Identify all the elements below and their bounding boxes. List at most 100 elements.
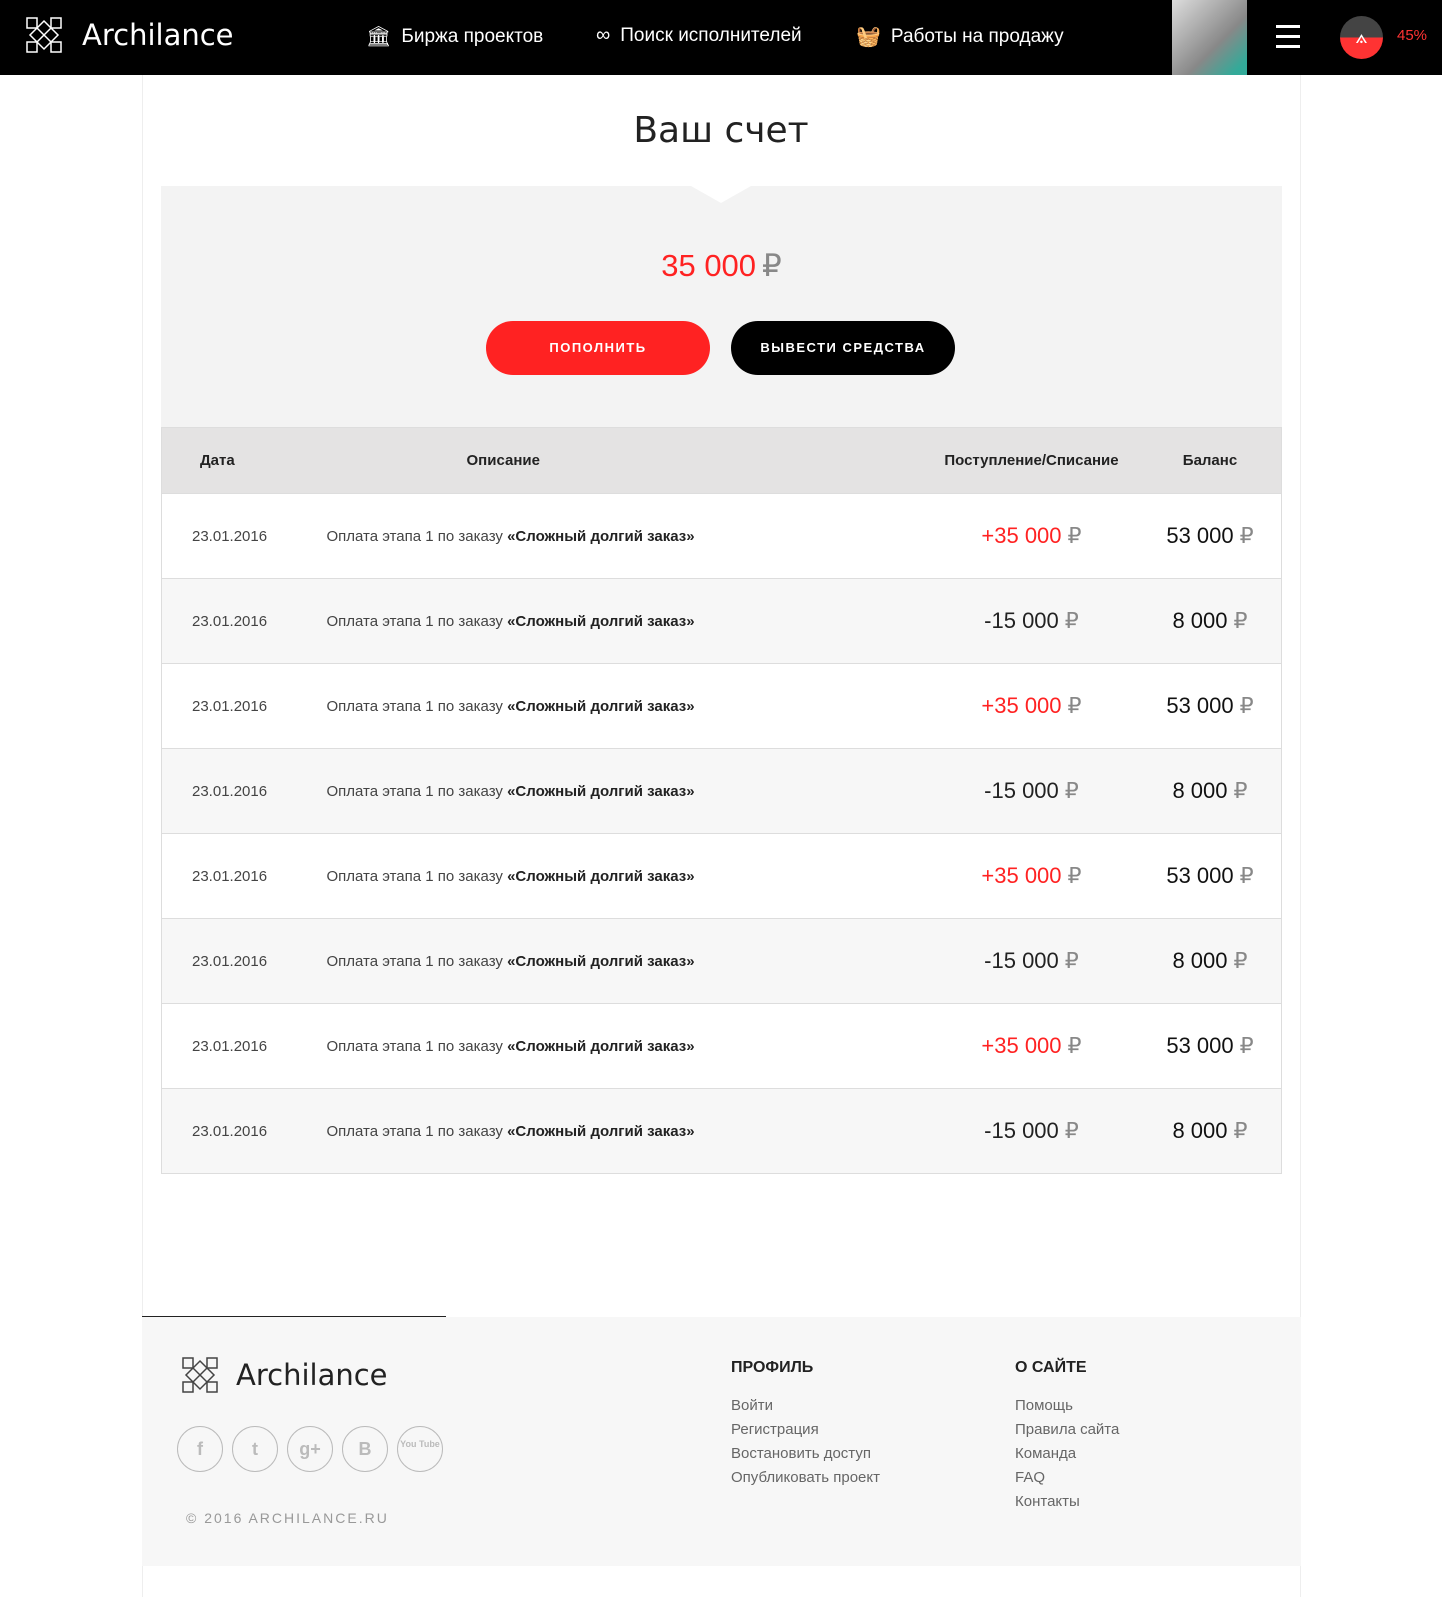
footer-link[interactable]: Команда — [1015, 1445, 1077, 1462]
footer-link[interactable]: Правила сайта — [1015, 1421, 1120, 1438]
footer-link[interactable]: Контакты — [1015, 1493, 1080, 1510]
footer-link[interactable]: Помощь — [1015, 1397, 1073, 1414]
currency: ₽ — [1233, 948, 1248, 973]
footer-link[interactable]: Войти — [731, 1397, 773, 1414]
currency: ₽ — [762, 248, 782, 283]
order-link[interactable]: «Сложный долгий заказ» — [507, 527, 695, 545]
table-row: 23.01.2016 Оплата этапа 1 по заказу «Сло… — [161, 918, 1282, 1004]
facebook-icon[interactable]: f — [177, 1426, 223, 1472]
amount: -15 000 — [984, 778, 1059, 803]
compass-icon[interactable]: ⟑ — [1340, 16, 1383, 59]
order-link[interactable]: «Сложный долгий заказ» — [507, 1037, 695, 1055]
description: Оплата этапа 1 по заказу — [326, 782, 508, 800]
order-link[interactable]: «Сложный долгий заказ» — [507, 782, 695, 800]
currency: ₽ — [1064, 948, 1079, 973]
date-cell: 23.01.2016 — [161, 493, 327, 579]
description-cell: Оплата этапа 1 по заказу «Сложный долгий… — [326, 493, 924, 579]
date-cell: 23.01.2016 — [161, 833, 327, 919]
description-cell: Оплата этапа 1 по заказу «Сложный долгий… — [326, 578, 924, 664]
col-date: Дата — [161, 427, 327, 494]
amount-cell: +35 000 ₽ — [923, 493, 1139, 579]
order-link[interactable]: «Сложный долгий заказ» — [507, 612, 695, 630]
description-cell: Оплата этапа 1 по заказу «Сложный долгий… — [326, 748, 924, 834]
description: Оплата этапа 1 по заказу — [326, 697, 508, 715]
footer-link[interactable]: FAQ — [1015, 1469, 1046, 1486]
avatar[interactable] — [1172, 0, 1247, 75]
balance-cell: 8 000 ₽ — [1138, 578, 1282, 664]
footer-profile: ПРОФИЛЬ Войти Регистрация Востановить досту… — [731, 1359, 880, 1493]
description-cell: Оплата этапа 1 по заказу «Сложный долгий… — [326, 918, 924, 1004]
amount: +35 000 — [981, 863, 1062, 888]
youtube-icon[interactable]: You Tube — [397, 1426, 443, 1472]
currency: ₽ — [1064, 1118, 1079, 1143]
date-cell: 23.01.2016 — [161, 748, 327, 834]
currency: ₽ — [1067, 1033, 1082, 1058]
order-link[interactable]: «Сложный долгий заказ» — [507, 952, 695, 970]
currency: ₽ — [1233, 1118, 1248, 1143]
balance: 53 000 — [1166, 523, 1234, 548]
description: Оплата этапа 1 по заказу — [326, 527, 508, 545]
col-amount: Поступление/Списание — [923, 427, 1139, 494]
amount: -15 000 — [984, 608, 1059, 633]
currency: ₽ — [1233, 608, 1248, 633]
footer: Archilance f t g+ B You Tube © 2016 ARCHILAN… — [142, 1317, 1301, 1566]
footer-heading: О САЙТЕ — [1015, 1359, 1087, 1376]
order-link[interactable]: «Сложный долгий заказ» — [507, 1122, 695, 1140]
description: Оплата этапа 1 по заказу — [326, 952, 508, 970]
amount-cell: -15 000 ₽ — [923, 918, 1139, 1004]
col-balance: Баланс — [1138, 427, 1282, 494]
footer-link[interactable]: Востановить доступ — [731, 1445, 871, 1462]
footer-link[interactable]: Опубликовать проект — [731, 1469, 880, 1486]
currency: ₽ — [1239, 1033, 1254, 1058]
balance-cell: 53 000 ₽ — [1138, 833, 1282, 919]
twitter-icon[interactable]: t — [232, 1426, 278, 1472]
column-icon: 🏛 — [366, 26, 392, 48]
logo[interactable]: Archilance — [26, 17, 234, 53]
topup-button[interactable]: ПОПОЛНИТЬ — [486, 321, 710, 375]
table-row: 23.01.2016 Оплата этапа 1 по заказу «Сло… — [161, 663, 1282, 749]
footer-logo[interactable]: Archilance — [182, 1357, 388, 1393]
amount: +35 000 — [981, 523, 1062, 548]
description-cell: Оплата этапа 1 по заказу «Сложный долгий… — [326, 663, 924, 749]
social-links: f t g+ B You Tube — [177, 1426, 443, 1472]
withdraw-button[interactable]: ВЫВЕСТИ СРЕДСТВА — [731, 321, 955, 375]
menu-icon[interactable] — [1276, 25, 1300, 55]
amount: +35 000 — [981, 1033, 1062, 1058]
nav-performers[interactable]: ∞ Поиск исполнителей — [596, 24, 802, 47]
balance: 8 000 — [1172, 778, 1228, 803]
table-row: 23.01.2016 Оплата этапа 1 по заказу «Сло… — [161, 493, 1282, 579]
nav-label: Биржа проектов — [401, 25, 544, 47]
nav-works-for-sale[interactable]: 🧺 Работы на продажу — [856, 24, 1064, 49]
date-cell: 23.01.2016 — [161, 578, 327, 664]
date-cell: 23.01.2016 — [161, 1003, 327, 1089]
transactions-table: Дата Описание Поступление/Списание Балан… — [161, 427, 1282, 1174]
balance: 53 000 — [1166, 693, 1234, 718]
balance-cell: 53 000 ₽ — [1138, 663, 1282, 749]
description: Оплата этапа 1 по заказу — [326, 867, 508, 885]
order-link[interactable]: «Сложный долгий заказ» — [507, 867, 695, 885]
nav-projects[interactable]: 🏛 Биржа проектов — [366, 24, 543, 49]
amount: -15 000 — [984, 1118, 1059, 1143]
balance-cell: 8 000 ₽ — [1138, 1088, 1282, 1174]
vk-icon[interactable]: B — [342, 1426, 388, 1472]
google-plus-icon[interactable]: g+ — [287, 1426, 333, 1472]
balance-amount: 35 000 ₽ — [161, 248, 1282, 284]
binoculars-icon: ∞ — [596, 24, 611, 46]
balance-panel: 35 000 ₽ ПОПОЛНИТЬ ВЫВЕСТИ СРЕДСТВА — [161, 186, 1282, 427]
top-header: Archilance 🏛 Биржа проектов ∞ Поиск исполн… — [0, 0, 1442, 75]
currency: ₽ — [1067, 693, 1082, 718]
footer-link[interactable]: Регистрация — [731, 1421, 819, 1438]
amount-cell: +35 000 ₽ — [923, 833, 1139, 919]
balance-value: 35 000 — [661, 248, 757, 283]
balance: 8 000 — [1172, 608, 1228, 633]
date-cell: 23.01.2016 — [161, 918, 327, 1004]
table-row: 23.01.2016 Оплата этапа 1 по заказу «Сло… — [161, 1088, 1282, 1174]
order-link[interactable]: «Сложный долгий заказ» — [507, 697, 695, 715]
content-container — [142, 75, 1301, 1597]
copyright: © 2016 ARCHILANCE.RU — [186, 1510, 389, 1526]
description-cell: Оплата этапа 1 по заказу «Сложный долгий… — [326, 1088, 924, 1174]
logo-icon — [182, 1357, 218, 1393]
currency: ₽ — [1239, 863, 1254, 888]
date-cell: 23.01.2016 — [161, 1088, 327, 1174]
amount-cell: -15 000 ₽ — [923, 748, 1139, 834]
